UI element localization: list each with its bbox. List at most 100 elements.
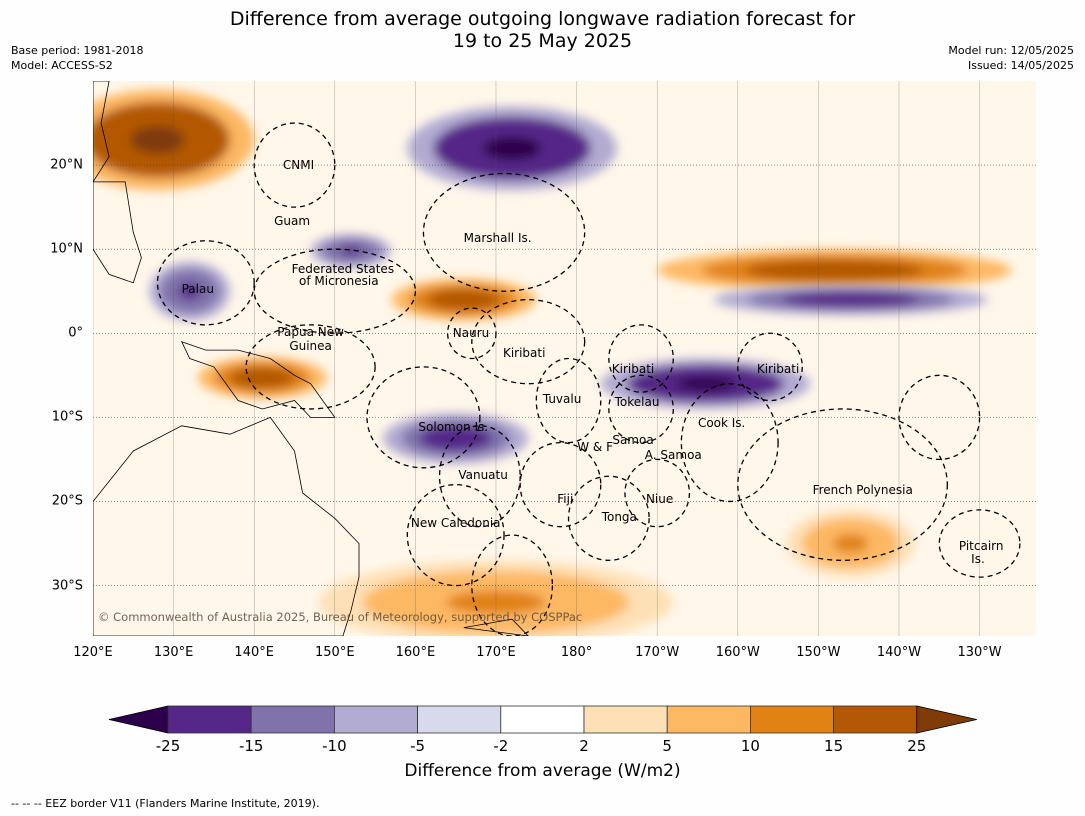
colorbar-tick-label: 25	[907, 737, 927, 755]
place-label: Tokelau	[614, 395, 660, 410]
anomaly-feature	[657, 249, 1012, 292]
eez-border	[608, 324, 674, 393]
place-label: Papua New	[277, 324, 344, 339]
colorbar-swatch	[333, 705, 418, 734]
anomaly-feature	[310, 234, 392, 268]
colorbar-tick-label: 5	[662, 737, 672, 755]
coastline	[180, 341, 336, 418]
place-label: of Micronesia	[299, 274, 379, 289]
x-tick-label: 150°E	[315, 645, 355, 660]
place-label: Cook Is.	[697, 416, 746, 431]
colorbar-tick-label: -10	[322, 737, 347, 755]
eez-border	[366, 366, 481, 469]
eez-border	[680, 383, 779, 503]
colorbar-swatch	[500, 705, 585, 734]
anomaly-feature	[786, 509, 916, 578]
place-label: W & F	[577, 439, 614, 454]
place-label: Tuvalu	[542, 391, 582, 406]
anomaly-feature	[600, 358, 811, 409]
colorbar-tick-label: -25	[155, 737, 181, 755]
place-label: Is.	[971, 552, 985, 567]
y-tick-label: 10°N	[50, 241, 83, 257]
colorbar-swatch	[750, 705, 835, 734]
x-tick-label: 130°W	[957, 645, 1002, 660]
coastline	[93, 416, 360, 636]
colorbar-swatch	[250, 705, 335, 734]
x-tick-label: 170°E	[476, 645, 516, 660]
colorbar-swatch	[833, 705, 918, 734]
x-tick-label: 160°W	[715, 645, 760, 660]
place-label: Federated States	[291, 262, 395, 277]
place-label: New Caledonia	[410, 516, 501, 531]
meta-left: Base period: 1981-2018 Model: ACCESS-S2	[11, 43, 143, 73]
eez-border	[898, 374, 981, 461]
eez-footnote: -- -- -- EEZ border V11 (Flanders Marine…	[11, 797, 320, 810]
eez-border	[624, 458, 691, 528]
colorbar-tick-label: -5	[410, 737, 426, 755]
eez-border	[446, 307, 497, 360]
place-label: Guinea	[289, 338, 332, 353]
colorbar-swatch	[583, 705, 668, 734]
y-tick-label: 10°S	[51, 409, 83, 425]
anomaly-feature	[713, 284, 988, 315]
place-label: Guam	[274, 213, 311, 228]
colorbar-tick-label: -2	[493, 737, 509, 755]
y-tick-label: 0°	[68, 325, 83, 341]
eez-border	[245, 324, 376, 410]
title-line-1: Difference from average outgoing longwav…	[229, 8, 856, 30]
meta-right: Model run: 12/05/2025 Issued: 14/05/2025	[948, 43, 1074, 73]
anomaly-feature	[407, 106, 617, 191]
coastline	[463, 618, 529, 636]
colorbar-label: Difference from average (W/m2)	[404, 761, 681, 781]
x-tick-label: 140°W	[876, 645, 922, 660]
model-name: Model: ACCESS-S2	[11, 59, 113, 72]
eez-border	[737, 332, 803, 402]
x-tick-label: 140°E	[234, 645, 274, 660]
title-line-2: 19 to 25 May 2025	[452, 30, 633, 52]
colorbar-swatch	[167, 705, 252, 734]
place-label: A. Samoa	[644, 448, 702, 463]
x-tick-label: 150°W	[796, 645, 841, 660]
place-label: CNMI	[282, 158, 315, 173]
place-label: French Polynesia	[812, 482, 913, 497]
copyright-notice: © Commonwealth of Australia 2025, Bureau…	[98, 610, 583, 624]
place-label: Samoa	[612, 433, 654, 448]
eez-border	[519, 441, 602, 528]
eez-border	[567, 475, 650, 561]
place-label: Kiribati	[502, 345, 546, 360]
place-label: Vanuatu	[458, 467, 508, 482]
colorbar-tick-label: -15	[238, 737, 264, 755]
place-label: Kiribati	[611, 362, 655, 377]
x-tick-label: 180°	[560, 645, 593, 660]
eez-border	[253, 248, 417, 334]
eez-border	[156, 240, 255, 326]
x-tick-label: 120°E	[73, 645, 113, 660]
eez-border	[406, 483, 505, 587]
coastline	[93, 181, 142, 284]
colorbar-swatch	[417, 705, 502, 734]
anomaly-feature	[391, 278, 537, 321]
eez-border	[737, 408, 948, 561]
place-label: Marshall Is.	[463, 231, 532, 246]
eez-border	[535, 357, 602, 444]
colorbar-max-arrow	[916, 705, 977, 734]
colorbar-tick-label: 15	[824, 737, 844, 755]
eez-border	[422, 172, 586, 292]
y-tick-label: 20°S	[51, 493, 83, 509]
colorbar-swatch	[666, 705, 751, 734]
place-label: Niue	[645, 491, 674, 506]
place-label: Palau	[181, 281, 214, 296]
anomaly-feature	[197, 356, 327, 399]
colorbar-tick-label: 10	[740, 737, 760, 755]
anomaly-feature	[149, 261, 231, 321]
place-label: Pitcairn	[958, 539, 1004, 554]
eez-border	[253, 122, 336, 208]
colorbar-min-arrow	[108, 705, 169, 734]
place-label: Tonga	[601, 509, 637, 524]
eez-border	[938, 509, 1021, 578]
x-tick-label: 130°E	[153, 645, 194, 660]
eez-border	[608, 374, 674, 444]
place-label: Nauru	[452, 326, 490, 341]
issued-date: Issued: 14/05/2025	[967, 59, 1074, 72]
base-period: Base period: 1981-2018	[11, 44, 144, 57]
